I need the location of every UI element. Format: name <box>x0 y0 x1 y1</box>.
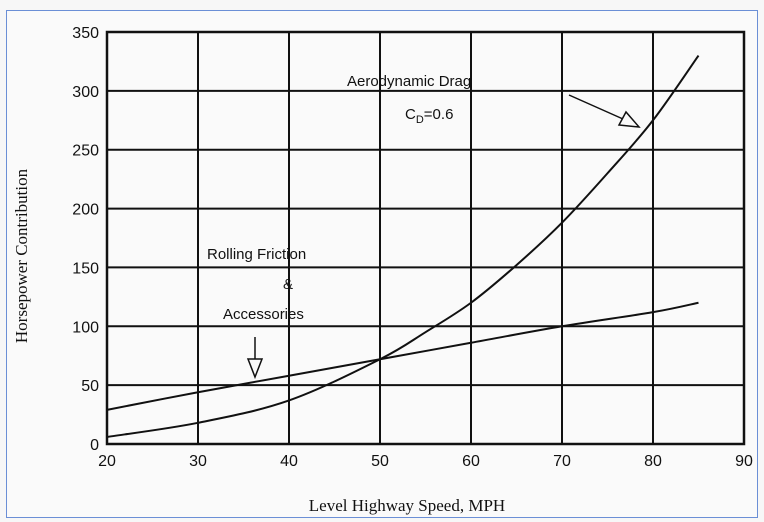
y-tick-label: 350 <box>72 25 99 42</box>
y-axis-label: Horsepower Contribution <box>12 168 31 343</box>
grid <box>105 30 746 446</box>
aerodynamic-drag-annotation: Aerodynamic Drag CD=0.6 <box>347 73 641 128</box>
x-tick-label: 70 <box>553 453 571 470</box>
y-tick-label: 100 <box>72 319 99 336</box>
y-tick-label: 50 <box>81 378 99 395</box>
x-tick-label: 90 <box>735 453 753 470</box>
aero-cd-sub: D <box>416 114 424 126</box>
rolling-friction-annotation: Rolling Friction & Accessories <box>207 246 306 380</box>
x-tick-label: 20 <box>98 453 116 470</box>
aero-title-label: Aerodynamic Drag <box>347 73 471 90</box>
aero-cd-label: CD=0.6 <box>405 106 453 126</box>
y-tick-label: 250 <box>72 143 99 160</box>
y-tick-labels: 0 50 100 150 200 250 300 350 <box>72 25 99 454</box>
horsepower-vs-speed-chart: 20 30 40 50 60 70 80 90 0 50 100 150 200 250 300 350 L… <box>12 25 753 515</box>
chart-frame: 20 30 40 50 60 70 80 90 0 50 100 150 200 250 300 350 L… <box>6 10 758 518</box>
series-line-rolling <box>106 301 699 411</box>
aero-arrow-shaft <box>568 94 624 120</box>
y-tick-label: 150 <box>72 260 99 277</box>
x-tick-label: 60 <box>462 453 480 470</box>
aero-arrow-head <box>617 110 641 128</box>
x-axis-label: Level Highway Speed, MPH <box>309 496 505 515</box>
rolling-label-line1: Rolling Friction <box>207 246 306 263</box>
series-lines <box>106 54 700 438</box>
rolling-arrow-head <box>246 358 264 380</box>
rolling-label-line2: & <box>283 276 293 293</box>
x-tick-label: 80 <box>644 453 662 470</box>
aero-cd-c: C <box>405 106 416 123</box>
plot-border <box>105 30 746 446</box>
x-tick-labels: 20 30 40 50 60 70 80 90 <box>98 453 753 470</box>
x-tick-label: 30 <box>189 453 207 470</box>
x-tick-label: 40 <box>280 453 298 470</box>
rolling-label-line3: Accessories <box>223 306 304 323</box>
y-tick-label: 300 <box>72 84 99 101</box>
series-line-aero <box>106 54 700 438</box>
y-tick-label: 0 <box>90 437 99 454</box>
x-tick-label: 50 <box>371 453 389 470</box>
aero-cd-val: =0.6 <box>424 106 454 123</box>
y-tick-label: 200 <box>72 202 99 219</box>
